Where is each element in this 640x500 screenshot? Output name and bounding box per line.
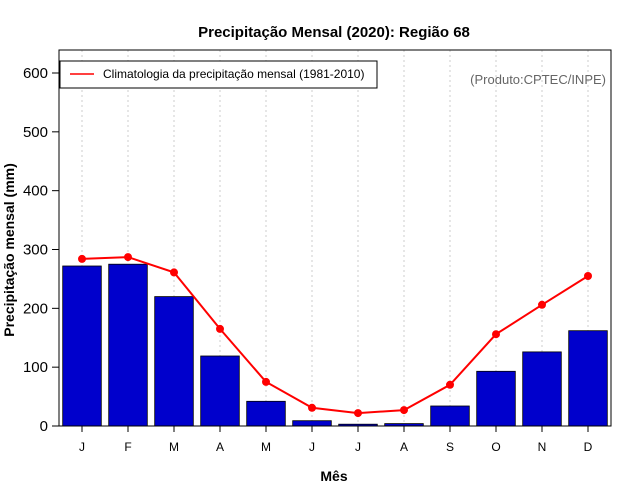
bar-F-1 <box>108 263 148 427</box>
y-tick-label-400: 400 <box>23 183 48 200</box>
bar-M-4 <box>246 400 286 427</box>
climatology-point-5 <box>308 403 316 412</box>
y-tick-label-100: 100 <box>23 359 48 376</box>
bar-J-5 <box>292 420 332 427</box>
climatology-point-1 <box>124 253 132 262</box>
climatology-point-2 <box>170 268 178 277</box>
climatology-point-7 <box>400 406 408 415</box>
x-tick-label-2: M <box>169 440 179 454</box>
x-tick-label-9: O <box>491 440 500 454</box>
x-tick-label-0: J <box>79 440 85 454</box>
y-axis-label: Precipitação mensal (mm) <box>1 163 17 337</box>
y-tick-label-300: 300 <box>23 242 48 259</box>
chart-title: Precipitação Mensal (2020): Região 68 <box>198 24 470 41</box>
climatology-point-0 <box>78 254 86 263</box>
climatology-point-4 <box>262 377 270 386</box>
x-tick-label-7: A <box>400 440 408 454</box>
x-tick-label-5: J <box>309 440 315 454</box>
x-tick-label-3: A <box>216 440 224 454</box>
legend-entry-climatology: Climatologia da precipitação mensal (198… <box>103 67 364 81</box>
y-tick-label-200: 200 <box>23 300 48 317</box>
climatology-point-8 <box>446 380 454 389</box>
y-tick-label-500: 500 <box>23 124 48 141</box>
bar-A-3 <box>200 355 240 427</box>
bar-J-0 <box>62 265 102 427</box>
climatology-line-series <box>78 253 592 418</box>
bar-N-10 <box>522 351 562 427</box>
plot-frame <box>58 49 612 427</box>
product-credit: (Produto:CPTEC/INPE) <box>470 72 606 87</box>
x-tick-label-11: D <box>584 440 593 454</box>
climatology-point-6 <box>354 409 362 418</box>
climatology-point-11 <box>584 272 592 280</box>
x-tick-label-1: F <box>124 440 131 454</box>
bar-S-8 <box>430 405 470 427</box>
y-tick-label-600: 600 <box>23 65 48 82</box>
bar-D-11 <box>568 330 608 427</box>
climatology-point-3 <box>216 324 224 333</box>
x-tick-label-4: M <box>261 440 271 454</box>
climatology-line <box>81 256 589 415</box>
climatology-point-9 <box>492 330 500 339</box>
bars-series-2020 <box>62 263 608 427</box>
legend: Climatologia da precipitação mensal (198… <box>59 60 378 89</box>
climatology-point-10 <box>538 300 546 309</box>
x-axis-label: Mês <box>320 468 347 484</box>
legend-box <box>59 60 378 89</box>
y-tick-label-0: 0 <box>40 418 48 435</box>
bar-M-2 <box>154 296 194 427</box>
plot-area <box>58 49 612 427</box>
x-tick-label-10: N <box>538 440 547 454</box>
x-tick-label-8: S <box>446 440 454 454</box>
bar-O-9 <box>476 370 516 427</box>
x-tick-label-6: J <box>355 440 361 454</box>
y-axis: 0 100 200 300 400 500 600 <box>23 65 59 435</box>
